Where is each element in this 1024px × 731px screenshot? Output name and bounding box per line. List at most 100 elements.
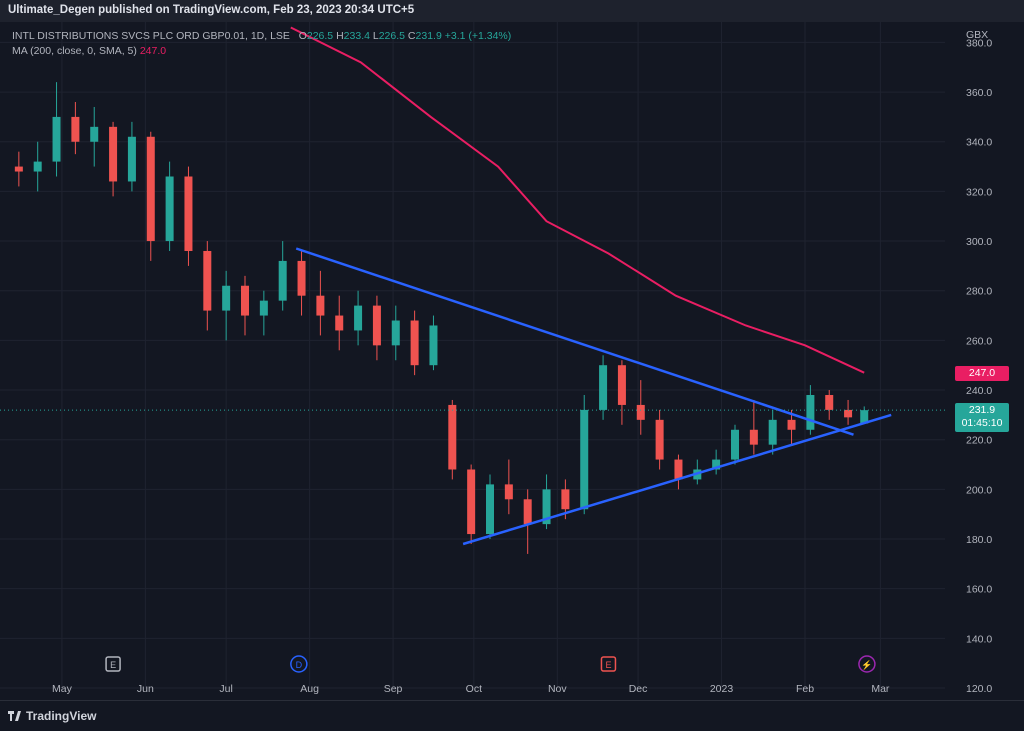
price-axis[interactable]: 120.0 140.0 160.0 180.0 200.0 220.0 240.0 260.0… [945, 22, 1024, 700]
event-marker-label: D [296, 660, 303, 670]
time-tick-label: Jul [219, 683, 232, 695]
time-tick-label: Aug [300, 683, 319, 695]
ma-label: MA (200, close, 0, SMA, 5) [12, 45, 137, 57]
candle-body [90, 126, 99, 142]
close-label: C [407, 30, 416, 42]
candle-body [71, 116, 80, 142]
footer-bar: TradingView [0, 700, 1024, 731]
candle-body [52, 116, 61, 162]
event-marker-label: ⚡ [861, 659, 872, 671]
candle-body [391, 320, 400, 346]
candle-body [860, 410, 869, 424]
candle-body [278, 260, 287, 301]
price-axis-bg [945, 22, 1024, 700]
tradingview-logo[interactable]: TradingView [8, 709, 96, 723]
ma-legend[interactable]: MA (200, close, 0, SMA, 5) 247.0 [12, 45, 166, 57]
symbol-name: INTL DISTRIBUTIONS SVCS PLC ORD GBP0.01,… [12, 30, 290, 42]
candle-body [146, 136, 155, 242]
candle-body [712, 459, 721, 470]
candle-body [127, 136, 136, 182]
trendline-upper [295, 247, 854, 436]
candle-body [542, 489, 551, 525]
candle-body [316, 295, 325, 316]
time-tick-label: 2023 [710, 683, 734, 695]
candle-body [844, 409, 853, 418]
time-tick-label: Oct [466, 683, 482, 695]
candle-body [617, 365, 626, 405]
grid-lines [0, 22, 945, 689]
candle-body [599, 365, 608, 410]
time-axis[interactable]: May Jun Jul Aug Sep Oct Nov Dec 2023 Feb Mar [52, 683, 890, 695]
open-value: 226.5 [306, 30, 334, 42]
trendline-lower [462, 413, 892, 546]
price-chart[interactable]: 120.0 140.0 160.0 180.0 200.0 220.0 240.0 260.0… [0, 22, 1024, 730]
time-tick-label: Feb [796, 683, 814, 695]
price-tick-label: 280.0 [966, 286, 992, 298]
high-label: H [336, 30, 344, 42]
ma-price-label: 247.0 [955, 365, 1009, 381]
time-tick-label: Jun [137, 683, 154, 695]
candle-body [636, 404, 645, 420]
candle-body [184, 176, 193, 251]
price-tick-label: 240.0 [966, 385, 992, 397]
high-value: 233.4 [343, 30, 370, 42]
candle-body [768, 419, 777, 445]
bar-countdown: 01:45:10 [961, 417, 1003, 430]
price-tick-label: 260.0 [966, 335, 992, 347]
candle-body [523, 499, 532, 525]
ma-200-line [290, 26, 865, 374]
overlay-lines [0, 26, 945, 546]
candle-body [33, 161, 42, 172]
time-tick-label: May [52, 683, 73, 695]
candle-body [655, 419, 664, 460]
candle-body [580, 409, 589, 510]
earnings-marker [600, 656, 617, 672]
change-value: +3.1 (+1.34%) [444, 30, 512, 42]
candle-body [486, 484, 494, 535]
split-marker [858, 655, 876, 673]
time-tick-label: Nov [548, 683, 567, 695]
candle-body [241, 285, 249, 316]
candle-body [335, 315, 344, 331]
candle-body [749, 429, 758, 445]
price-tick-label: 360.0 [966, 87, 992, 99]
candle-body [109, 126, 118, 182]
candle-body [410, 320, 419, 366]
candle-body [448, 404, 457, 470]
candle-body [467, 469, 476, 535]
last-price-label: 231.9 01:45:10 [955, 403, 1009, 433]
price-tick-label: 200.0 [966, 484, 992, 496]
last-price-value: 231.9 [968, 404, 996, 417]
currency-label: GBX [966, 29, 989, 41]
price-tick-label: 380.0 [966, 37, 992, 49]
time-tick-label: Mar [871, 683, 890, 695]
price-tick-label: 160.0 [966, 584, 992, 596]
time-tick-label: Sep [384, 683, 403, 695]
candle-body [259, 300, 268, 316]
candle-body [674, 459, 683, 480]
candle-body [787, 419, 796, 430]
price-tick-label: 300.0 [966, 236, 992, 248]
time-tick-label: Dec [629, 683, 648, 695]
candle-body [354, 305, 363, 331]
event-markers[interactable]: E D E ⚡ [105, 655, 876, 673]
candle-body [561, 489, 570, 510]
price-tick-label: 340.0 [966, 137, 992, 149]
price-tick-label: 120.0 [966, 683, 992, 695]
tradingview-logo-icon [8, 711, 21, 721]
candle-body [825, 395, 834, 410]
ma-value: 247.0 [139, 45, 167, 57]
dividend-marker [290, 655, 308, 673]
candle-body [372, 305, 381, 346]
event-marker-label: E [605, 660, 611, 670]
publish-header: Ultimate_Degen published on TradingView.… [0, 0, 1024, 22]
price-tick-label: 180.0 [966, 534, 992, 546]
candle-body [203, 250, 212, 311]
earnings-marker [105, 656, 121, 672]
candle-body [806, 395, 815, 430]
price-tick-label: 140.0 [966, 633, 992, 645]
price-tick-label: 320.0 [966, 186, 992, 198]
candle-body [297, 260, 306, 296]
candle-body [504, 484, 513, 500]
low-value: 226.5 [378, 30, 405, 42]
